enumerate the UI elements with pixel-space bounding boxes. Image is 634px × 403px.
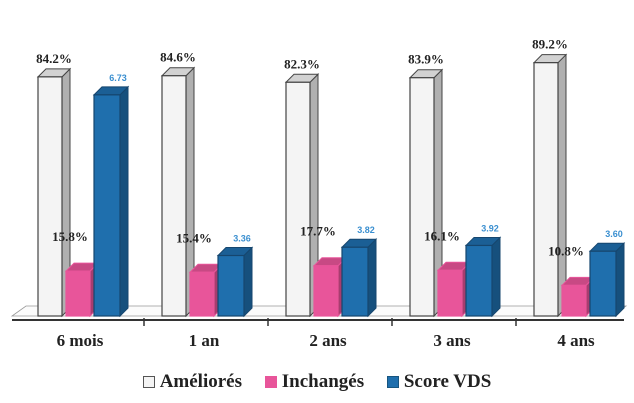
bar-inchanges	[313, 265, 339, 317]
bar-score-vds	[341, 246, 369, 317]
bar-inchanges	[561, 284, 587, 317]
data-label-ameliores: 89.2%	[532, 37, 568, 52]
data-label-ameliores: 84.2%	[36, 51, 72, 66]
bar-score-vds-side	[491, 236, 501, 318]
bar-ameliores-side	[557, 53, 567, 318]
data-label-score-vds: 3.92	[481, 223, 499, 233]
bar-ameliores	[409, 77, 435, 317]
data-label-ameliores: 82.3%	[284, 56, 320, 71]
x-tick-label: 4 ans	[557, 331, 595, 350]
legend-label-score-vds: Score VDS	[403, 370, 492, 392]
legend-label-inchanges: Inchangés	[281, 370, 365, 392]
x-tick-label: 6 mois	[57, 331, 104, 350]
legend-item-score-vds: Score VDS	[386, 370, 492, 393]
bar-ameliores	[285, 81, 311, 317]
legend-item-ameliores: Améliorés	[142, 370, 242, 393]
data-label-ameliores: 84.6%	[160, 50, 196, 65]
data-label-score-vds: 3.82	[357, 225, 375, 235]
bar-inchanges	[189, 271, 215, 317]
data-label-score-vds: 3.36	[233, 234, 251, 244]
bar-score-vds	[217, 254, 245, 317]
bar-score-vds-side	[243, 246, 253, 318]
bar-ameliores	[37, 76, 63, 317]
legend-swatch-inchanges	[264, 375, 277, 388]
x-tick-label: 2 ans	[309, 331, 347, 350]
data-label-ameliores: 83.9%	[408, 52, 444, 67]
legend-swatch-ameliores	[142, 375, 155, 388]
bar-score-vds-side	[615, 241, 625, 318]
bar-score-vds	[465, 244, 493, 317]
bar-ameliores	[533, 62, 559, 317]
data-label-inchanges: 15.4%	[176, 230, 212, 245]
legend-label-ameliores: Améliorés	[159, 370, 242, 392]
bar-score-vds	[93, 94, 121, 317]
data-label-score-vds: 3.60	[605, 229, 623, 239]
data-label-inchanges: 10.8%	[548, 243, 584, 258]
legend-item-inchanges: Inchangés	[264, 370, 365, 393]
legend: Améliorés Inchangés Score VDS	[0, 370, 634, 393]
bar-score-vds	[589, 250, 617, 317]
data-label-inchanges: 17.7%	[300, 224, 336, 239]
bar-inchanges	[65, 270, 91, 317]
data-label-score-vds: 6.73	[109, 73, 127, 83]
data-label-inchanges: 15.8%	[52, 229, 88, 244]
data-label-inchanges: 16.1%	[424, 228, 460, 243]
bar-score-vds-side	[367, 238, 377, 318]
bar-ameliores	[161, 75, 187, 317]
x-tick-label: 3 ans	[433, 331, 471, 350]
x-tick-label: 1 an	[189, 331, 220, 350]
bar-inchanges	[437, 269, 463, 317]
plot-area: 84.2% 15.8% 6.73 6 mois 84.6% 15.4% 3.36 1 an 82…	[10, 37, 628, 350]
bar-score-vds-side	[119, 85, 129, 318]
legend-swatch-score-vds	[386, 375, 399, 388]
